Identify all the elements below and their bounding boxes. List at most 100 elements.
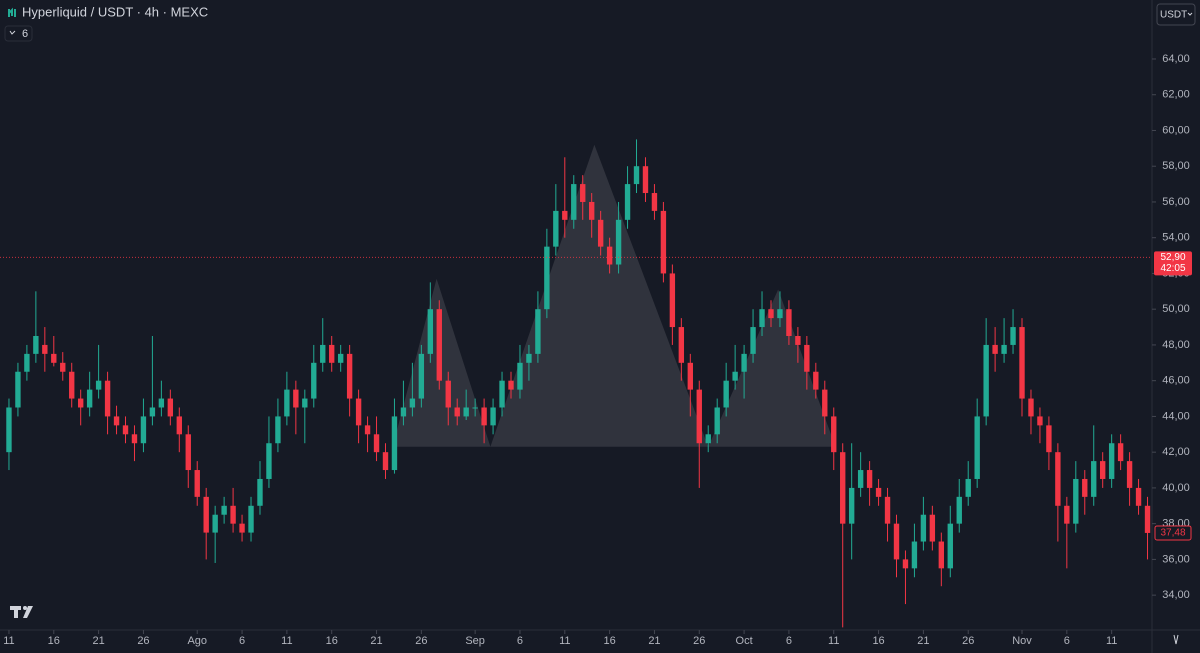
candle-body bbox=[571, 184, 577, 220]
x-tick-label: Sep bbox=[465, 635, 485, 647]
plot-area bbox=[6, 139, 1151, 628]
x-tick-label: Oct bbox=[736, 635, 753, 647]
y-tick-label: 46,00 bbox=[1162, 375, 1190, 387]
x-tick-label: 26 bbox=[415, 635, 427, 647]
candle-body bbox=[615, 219, 622, 265]
x-tick-label: 6 bbox=[517, 635, 523, 647]
candle-body bbox=[508, 380, 514, 390]
candle-body bbox=[311, 362, 317, 399]
candle-body bbox=[382, 452, 389, 471]
candle-body bbox=[777, 309, 783, 319]
chart-title: Hyperliquid / USDT · 4h · MEXC bbox=[22, 4, 208, 19]
candle-body bbox=[1046, 425, 1052, 453]
pattern-shape bbox=[392, 144, 836, 447]
candle-body bbox=[60, 362, 66, 372]
candle-body bbox=[248, 505, 254, 533]
candle-body bbox=[535, 309, 541, 354]
candle-body bbox=[266, 443, 272, 479]
candle-body bbox=[831, 416, 837, 453]
y-tick-label: 64,00 bbox=[1162, 53, 1190, 65]
x-tick-label: 11 bbox=[828, 635, 839, 647]
candle-body bbox=[185, 434, 191, 471]
candle-body bbox=[481, 407, 487, 426]
candle-body bbox=[293, 389, 299, 408]
x-tick-label: 26 bbox=[137, 635, 149, 647]
candle-body bbox=[866, 470, 873, 488]
x-tick-label: 6 bbox=[786, 635, 792, 647]
x-tick-label: 11 bbox=[281, 635, 292, 647]
candle-body bbox=[42, 344, 48, 354]
candle-body bbox=[149, 407, 156, 417]
settings-icon[interactable] bbox=[1173, 634, 1179, 645]
candle-body bbox=[786, 309, 792, 336]
x-tick-label: 11 bbox=[3, 635, 14, 647]
last-close-tag bbox=[1154, 525, 1192, 541]
candle-body bbox=[714, 407, 720, 435]
candle-body bbox=[95, 380, 102, 390]
candle-body bbox=[678, 327, 685, 363]
candle-body bbox=[588, 201, 595, 220]
candle-body bbox=[445, 380, 451, 408]
x-tick-label: 16 bbox=[48, 635, 60, 647]
y-tick-label: 44,00 bbox=[1162, 410, 1190, 422]
candle-body bbox=[911, 541, 918, 569]
candle-body bbox=[1001, 344, 1007, 354]
candle-body bbox=[113, 416, 120, 426]
candle-body bbox=[69, 371, 75, 399]
indicator-count: 6 bbox=[22, 28, 28, 40]
x-tick-label: 21 bbox=[370, 635, 382, 647]
candle-body bbox=[929, 514, 936, 542]
candle-body bbox=[732, 371, 738, 381]
candle-body bbox=[597, 219, 604, 247]
candle-body bbox=[212, 514, 218, 533]
x-tick-label: 21 bbox=[648, 635, 660, 647]
candle-body bbox=[902, 559, 909, 569]
candle-body bbox=[544, 246, 550, 310]
x-tick-label: Ago bbox=[187, 635, 207, 647]
candle-body bbox=[104, 380, 111, 417]
x-tick-label: 6 bbox=[1064, 635, 1070, 647]
candle-body bbox=[875, 487, 882, 497]
candle-body bbox=[651, 193, 658, 211]
chevron-icon bbox=[9, 30, 16, 35]
y-tick-label: 58,00 bbox=[1162, 160, 1190, 172]
candle-body bbox=[526, 353, 532, 363]
candle-body bbox=[221, 505, 227, 515]
price-tag-label: 52,90 bbox=[1160, 252, 1185, 263]
currency-button[interactable] bbox=[1156, 3, 1196, 26]
candle-body bbox=[741, 353, 747, 372]
symbol-icon bbox=[8, 7, 16, 17]
candle-body bbox=[51, 353, 57, 363]
price-tag bbox=[1154, 251, 1192, 276]
candle-body bbox=[947, 523, 953, 569]
last-close-label: 37,48 bbox=[1160, 528, 1185, 539]
candle-body bbox=[1144, 505, 1151, 533]
candle-body bbox=[329, 344, 335, 363]
candle-body bbox=[373, 434, 380, 453]
candle-body bbox=[983, 344, 989, 417]
candle-body bbox=[158, 398, 165, 408]
candle-body bbox=[1064, 505, 1070, 524]
candle-body bbox=[1108, 443, 1115, 479]
x-tick-label: 16 bbox=[326, 635, 338, 647]
y-tick-label: 40,00 bbox=[1162, 482, 1190, 494]
candle-body bbox=[463, 407, 469, 417]
candle-body bbox=[795, 336, 801, 345]
candle-body bbox=[320, 344, 326, 363]
candle-body bbox=[302, 398, 308, 408]
candle-body bbox=[920, 514, 927, 542]
candle-body bbox=[965, 478, 971, 497]
candle-body bbox=[1126, 461, 1133, 488]
candle-body bbox=[696, 389, 702, 444]
candle-body bbox=[284, 389, 290, 417]
candle-body bbox=[822, 389, 828, 417]
candle-body bbox=[1019, 327, 1025, 399]
candle-body bbox=[750, 327, 756, 354]
y-tick-label: 48,00 bbox=[1162, 339, 1190, 351]
candle-body bbox=[553, 210, 559, 247]
candle-body bbox=[140, 416, 147, 444]
candle-body bbox=[517, 362, 523, 390]
candle-body bbox=[1135, 487, 1142, 506]
candle-body bbox=[813, 371, 819, 390]
indicator-toggle[interactable] bbox=[4, 25, 33, 42]
